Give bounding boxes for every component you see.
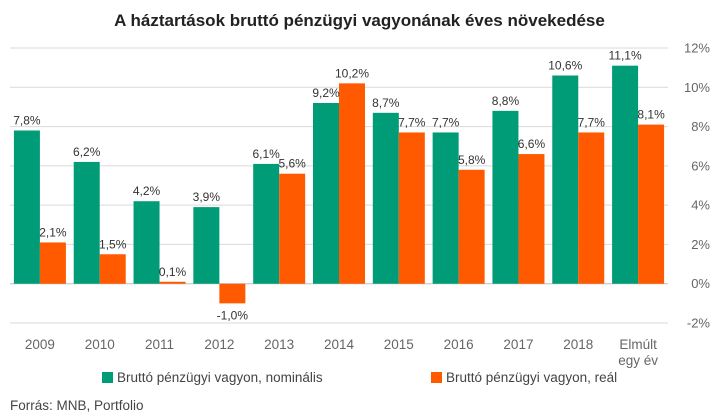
data-label: 8,7%: [372, 96, 400, 110]
legend: Bruttó pénzügyi vagyon, nominális Bruttó…: [102, 370, 617, 385]
bar-real: [219, 283, 246, 304]
x-tick-label: 2009: [25, 337, 55, 352]
legend-swatch-nominal: [102, 372, 113, 383]
legend-swatch-real: [431, 372, 442, 383]
data-label: 9,2%: [312, 86, 340, 100]
x-tick-label: 2011: [145, 337, 174, 352]
data-label: 4,2%: [133, 184, 161, 198]
x-tick-label: Elmúlt: [619, 337, 657, 352]
y-tick-label: 12%: [684, 41, 710, 56]
bar-nominal: [133, 201, 160, 284]
bar-nominal: [432, 132, 459, 284]
bar-real: [159, 281, 186, 284]
data-label: 2,1%: [39, 225, 67, 239]
bar-real: [398, 132, 425, 284]
bar-nominal: [492, 110, 519, 284]
source-note: Forrás: MNB, Portfolio: [10, 398, 144, 413]
data-label: -1,0%: [217, 308, 249, 322]
data-label: 11,1%: [609, 49, 642, 63]
bar-real: [279, 173, 306, 284]
bar-nominal: [372, 112, 399, 284]
bars: [13, 65, 665, 304]
bar-real: [578, 132, 605, 284]
bar-nominal: [13, 130, 40, 284]
bar-real: [99, 254, 126, 284]
data-label: 0,1%: [159, 265, 187, 279]
bar-nominal: [253, 163, 280, 284]
y-tick-label: 8%: [691, 119, 710, 134]
x-tick-label: egy év: [618, 353, 658, 368]
y-tick-label: 4%: [691, 198, 710, 213]
x-tick-label: 2016: [444, 337, 474, 352]
legend-label-nominal: Bruttó pénzügyi vagyon, nominális: [117, 370, 323, 385]
x-tick-label: 2017: [503, 337, 533, 352]
data-label: 5,6%: [279, 157, 307, 171]
bar-nominal: [313, 103, 339, 284]
data-label: 6,2%: [73, 145, 101, 159]
bar-nominal: [552, 75, 579, 284]
x-axis: 2009 2010 2011 2012 2013 2014 2015 2016 2017 2018…: [25, 337, 658, 368]
x-tick-label: 2013: [264, 337, 294, 352]
x-tick-label: 2010: [85, 337, 115, 352]
bar-real: [339, 83, 365, 284]
bar-real: [518, 154, 545, 284]
data-label: 7,7%: [398, 115, 426, 129]
y-tick-label: -2%: [687, 316, 711, 331]
data-label: 7,7%: [578, 115, 606, 129]
data-label: 7,8%: [13, 114, 41, 128]
y-tick-label: 6%: [691, 158, 710, 173]
y-tick-label: 10%: [684, 80, 710, 95]
data-label: 5,8%: [458, 153, 486, 167]
data-label: 6,6%: [518, 137, 546, 151]
bar-real: [458, 169, 485, 284]
data-label: 6,1%: [253, 147, 281, 161]
data-label: 10,6%: [548, 59, 582, 73]
bar-nominal: [73, 161, 100, 284]
y-axis: -2% 0% 2% 4% 6% 8% 10% 12%: [684, 41, 710, 331]
data-label: 3,9%: [193, 190, 221, 204]
data-label: 8,1%: [637, 108, 665, 122]
bar-nominal: [193, 207, 220, 284]
bar-nominal: [612, 65, 639, 284]
y-tick-label: 2%: [691, 237, 710, 252]
x-tick-label: 2018: [563, 337, 593, 352]
data-label: 10,2%: [335, 66, 369, 80]
bar-real: [39, 242, 66, 284]
data-label: 8,8%: [492, 94, 520, 108]
x-tick-label: 2015: [384, 337, 414, 352]
x-tick-label: 2014: [324, 337, 355, 352]
legend-label-real: Bruttó pénzügyi vagyon, reál: [446, 370, 617, 385]
y-tick-label: 0%: [691, 276, 710, 291]
data-label: 7,7%: [432, 115, 460, 129]
x-tick-label: 2012: [204, 337, 234, 352]
bar-real: [638, 124, 665, 284]
chart-title: A háztartások bruttó pénzügyi vagyonának…: [114, 11, 605, 30]
data-label: 1,5%: [99, 237, 127, 251]
data-labels: 7,8% 2,1% 6,2% 1,5% 4,2% 0,1% 3,9% -1,0% 6,1%5,6…: [13, 49, 665, 323]
